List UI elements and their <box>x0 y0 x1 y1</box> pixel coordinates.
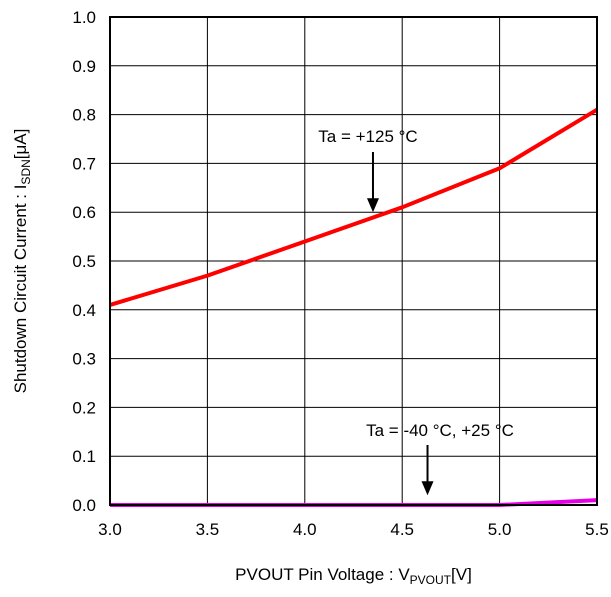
y-tick-label: 0.7 <box>72 154 96 173</box>
x-tick-label: 4.5 <box>390 520 414 539</box>
series-line-0 <box>109 108 599 307</box>
y-tick-label: 0.8 <box>72 106 96 125</box>
y-tick-label: 0.6 <box>72 203 96 222</box>
y-tick-label: 0.1 <box>72 447 96 466</box>
x-tick-label: 4.0 <box>293 520 317 539</box>
x-tick-label: 3.0 <box>98 520 122 539</box>
y-tick-label: 0.2 <box>72 398 96 417</box>
y-tick-label: 0.5 <box>72 252 96 271</box>
grid <box>109 16 598 506</box>
plot-frame <box>109 16 598 506</box>
y-axis-title: Shutdown Circuit Current : ISDN[μA] <box>11 129 33 394</box>
x-tick-label: 5.5 <box>585 520 609 539</box>
annotation-arrowhead <box>366 198 379 213</box>
series <box>109 108 599 507</box>
annotation-label: Ta = +125 °C <box>318 127 417 146</box>
x-tick-label: 3.5 <box>196 520 220 539</box>
y-tick-label: 0.9 <box>72 57 96 76</box>
annotation-label: Ta = -40 °C, +25 °C <box>366 421 514 440</box>
y-tick-label: 1.0 <box>72 8 96 27</box>
y-tick-label: 0.3 <box>72 350 96 369</box>
y-tick-label: 0.4 <box>72 301 96 320</box>
x-tick-label: 5.0 <box>488 520 512 539</box>
annotations: Ta = +125 °C Ta = -40 °C, +25 °C <box>318 127 514 496</box>
tick-labels: 3.0 3.5 4.0 4.5 5.0 5.5 0.0 0.1 0.2 0.3 0.4 0.5 0.6 0… <box>72 8 608 539</box>
x-axis-title: PVOUT Pin Voltage : VPVOUT[V] <box>235 565 472 587</box>
y-tick-label: 0.0 <box>72 496 96 515</box>
annotation-arrowhead <box>421 481 434 496</box>
